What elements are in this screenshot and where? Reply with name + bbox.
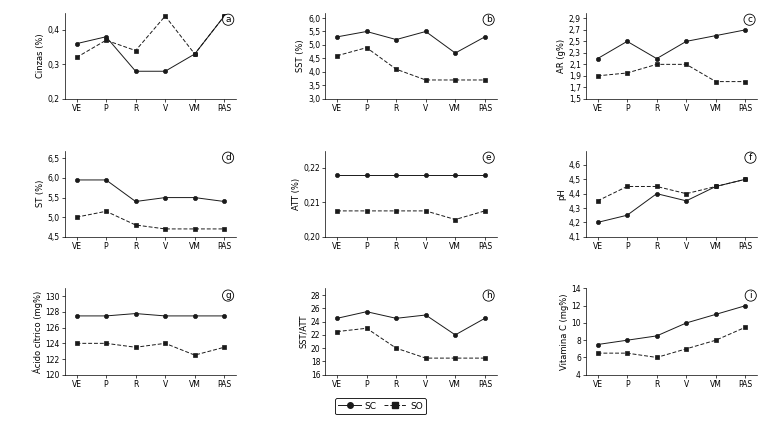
- Y-axis label: SST (%): SST (%): [297, 40, 305, 72]
- Text: h: h: [486, 291, 492, 300]
- Legend: SC, SO: SC, SO: [335, 398, 426, 414]
- Y-axis label: Vitamina C (mg%): Vitamina C (mg%): [559, 293, 568, 370]
- Y-axis label: SST/ATT: SST/ATT: [299, 315, 308, 348]
- Y-axis label: Cinzas (%): Cinzas (%): [36, 33, 45, 78]
- Text: e: e: [486, 153, 492, 162]
- Text: f: f: [749, 153, 752, 162]
- Y-axis label: Ácido cítrico (mg%): Ácido cítrico (mg%): [32, 290, 43, 373]
- Text: a: a: [225, 15, 231, 24]
- Y-axis label: AR (g%): AR (g%): [557, 39, 566, 73]
- Text: i: i: [750, 291, 752, 300]
- Text: b: b: [486, 15, 492, 24]
- Y-axis label: ATT (%): ATT (%): [291, 178, 301, 210]
- Y-axis label: pH: pH: [557, 188, 566, 200]
- Text: c: c: [747, 15, 752, 24]
- Y-axis label: ST (%): ST (%): [36, 180, 45, 208]
- Text: g: g: [225, 291, 231, 300]
- Text: d: d: [225, 153, 231, 162]
